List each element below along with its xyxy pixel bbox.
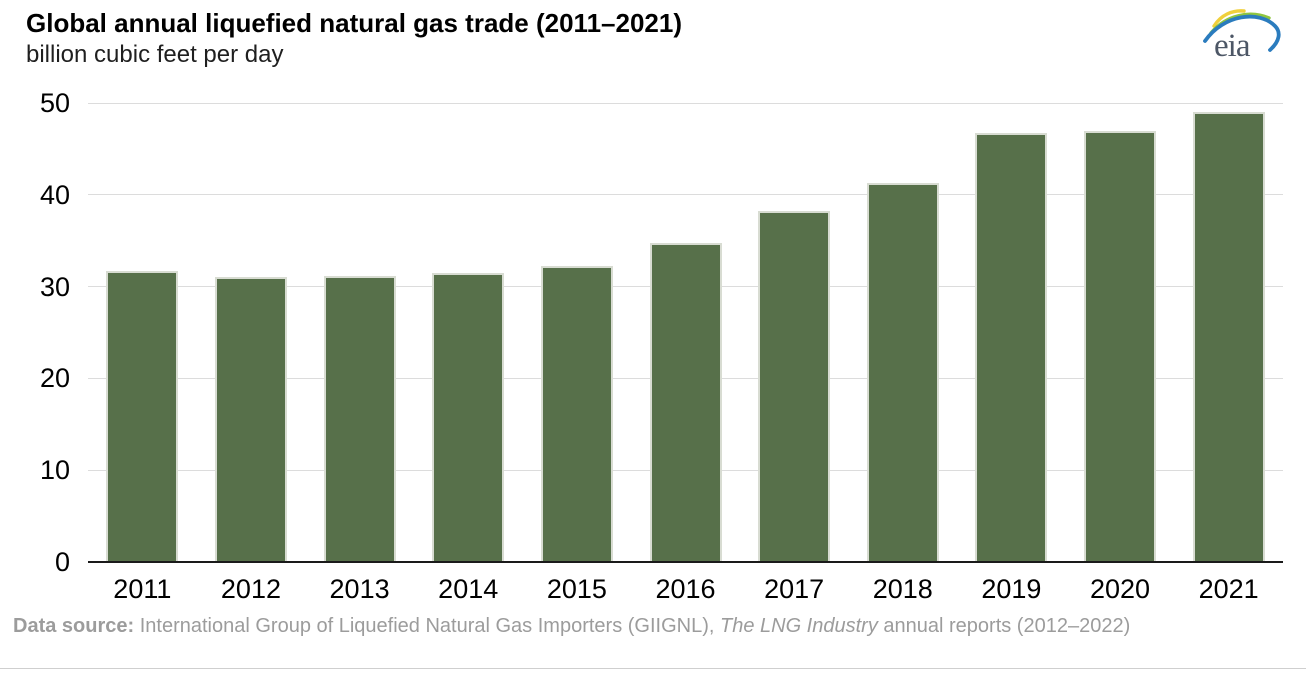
- y-tick-label-30: 30: [39, 271, 70, 302]
- bar-2019: [975, 133, 1048, 562]
- x-tick-label-2011: 2011: [113, 574, 172, 604]
- y-tick-label-50: 50: [39, 88, 70, 118]
- bar-2012: [214, 277, 287, 562]
- y-tick-label-20: 20: [39, 363, 70, 394]
- x-tick-label-2013: 2013: [329, 574, 390, 604]
- data-source-text: International Group of Liquefied Natural…: [139, 615, 720, 637]
- bar-2020: [1084, 131, 1157, 562]
- x-tick-label-2012: 2012: [220, 574, 281, 604]
- logo-text: eia: [1214, 28, 1251, 64]
- x-axis: 2011 2012 2013 2014 2015 2016 2017 2018 2019 2020…: [88, 574, 1283, 608]
- logo-arc-blue: [1203, 14, 1281, 52]
- bar-2014: [432, 272, 505, 562]
- x-tick-label-2014: 2014: [438, 574, 499, 604]
- eia-logo: eia: [1203, 9, 1281, 64]
- gridline-40: [88, 194, 1283, 196]
- bar-2011: [106, 271, 179, 562]
- x-tick-label-2018: 2018: [872, 574, 933, 604]
- bar-2016: [649, 243, 722, 562]
- logo-arc-yellow: [1212, 9, 1246, 28]
- y-tick-label-0: 0: [54, 547, 70, 577]
- bottom-divider: [0, 668, 1306, 669]
- bar-2015: [540, 265, 613, 562]
- chart-plot-area: [88, 102, 1283, 563]
- bar-2013: [323, 275, 396, 562]
- chart-title: Global annual liquefied natural gas trad…: [26, 8, 683, 38]
- x-tick-label-2020: 2020: [1089, 574, 1151, 604]
- x-tick-label-2021: 2021: [1198, 574, 1259, 604]
- data-source-label: Data source:: [13, 615, 140, 637]
- bar-2021: [1192, 112, 1265, 562]
- bar-2018: [866, 182, 939, 562]
- chart-subtitle: billion cubic feet per day: [26, 41, 284, 68]
- x-tick-label-2017: 2017: [764, 574, 825, 604]
- data-source-text-end: annual reports (2012–2022): [877, 615, 1131, 637]
- x-tick-label-2016: 2016: [655, 574, 716, 604]
- gridline-50: [88, 102, 1283, 104]
- x-tick-label-2019: 2019: [981, 574, 1042, 604]
- data-source-italic: The LNG Industry: [719, 615, 878, 637]
- y-tick-label-40: 40: [39, 179, 70, 210]
- y-axis: 0 10 20 30 40 50: [0, 88, 70, 577]
- x-axis-line: [88, 561, 1283, 563]
- y-tick-label-10: 10: [39, 455, 70, 486]
- data-source-note: Data source: International Group of Liqu…: [13, 613, 1295, 639]
- x-tick-label-2015: 2015: [546, 574, 607, 604]
- bar-2017: [758, 211, 831, 562]
